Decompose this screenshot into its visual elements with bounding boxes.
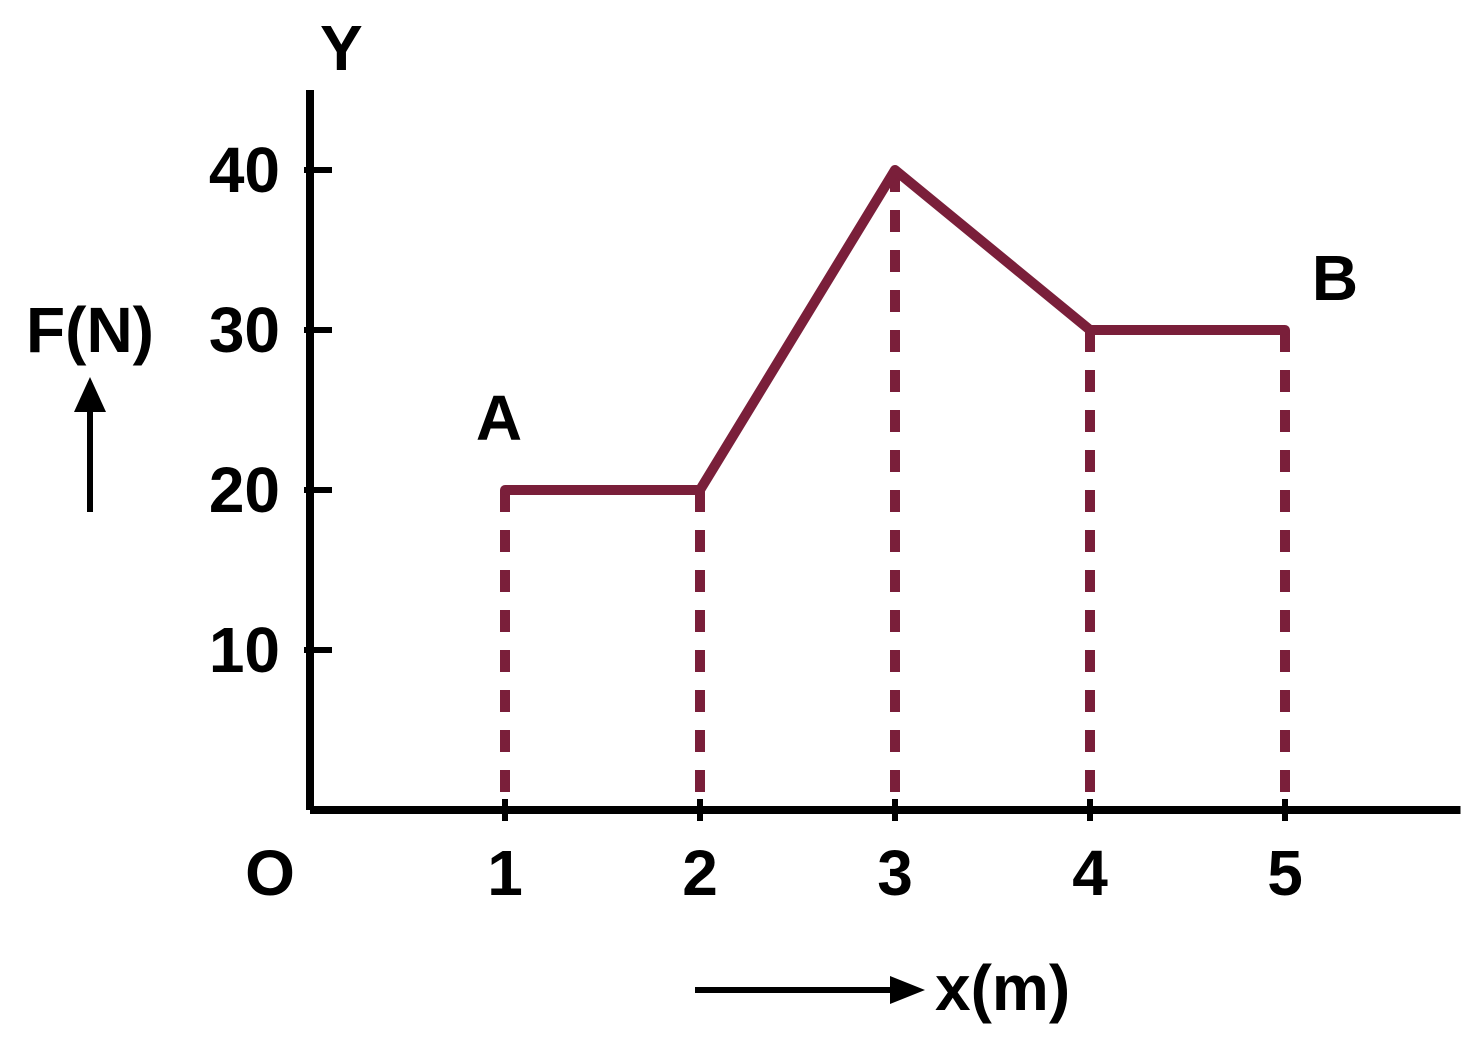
y-unit-arrow-head	[74, 377, 106, 412]
y-unit-label: F(N)	[26, 294, 154, 366]
x-tick-label: 2	[682, 837, 718, 909]
chart-svg: 1234510203040OXYF(N)x(m)AB	[0, 0, 1481, 1054]
point-annotation: B	[1312, 242, 1358, 314]
x-tick-label: 4	[1072, 837, 1108, 909]
x-tick-label: 1	[487, 837, 523, 909]
y-tick-label: 20	[209, 454, 280, 526]
y-tick-label: 10	[209, 614, 280, 686]
x-tick-label: 5	[1267, 837, 1303, 909]
x-unit-arrow-head	[890, 976, 925, 1004]
x-unit-label: x(m)	[935, 952, 1070, 1024]
point-annotation: A	[476, 382, 522, 454]
y-axis-label: Y	[320, 12, 363, 84]
origin-label: O	[245, 837, 295, 909]
y-tick-label: 40	[209, 134, 280, 206]
force-distance-chart: 1234510203040OXYF(N)x(m)AB	[0, 0, 1481, 1054]
x-tick-label: 3	[877, 837, 913, 909]
y-tick-label: 30	[209, 294, 280, 366]
